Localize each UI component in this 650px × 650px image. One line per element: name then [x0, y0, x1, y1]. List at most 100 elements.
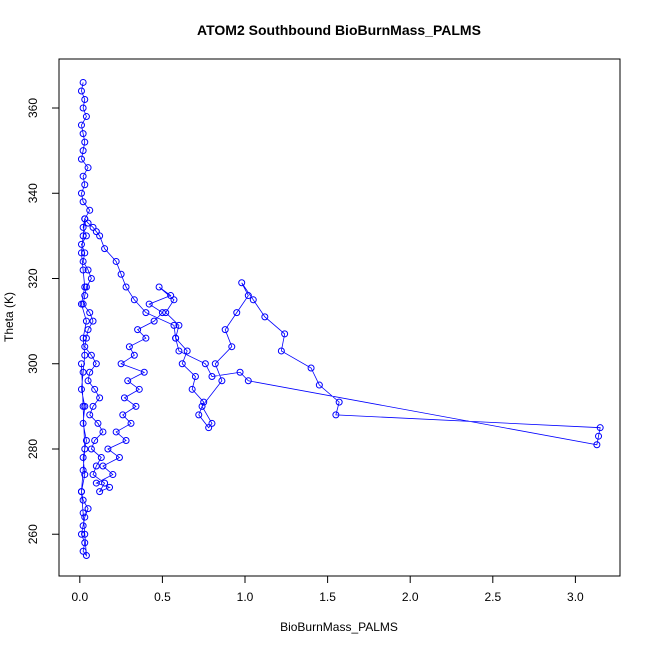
x-axis: 0.0 0.5 1.0 1.5 2.0 2.5 3.0 [71, 575, 584, 604]
data-point [77, 121, 85, 129]
y-tick-label: 360 [26, 98, 40, 118]
data-point [122, 283, 130, 291]
data-point [198, 402, 206, 410]
data-point [593, 441, 601, 449]
data-point [145, 300, 153, 308]
y-tick-label: 320 [26, 268, 40, 288]
data-point [104, 445, 112, 453]
data-point [87, 351, 95, 359]
data-point [99, 428, 107, 436]
data-point [142, 309, 150, 317]
data-point [84, 505, 92, 513]
data-point [122, 436, 130, 444]
data-point [119, 411, 127, 419]
y-tick-label: 280 [26, 439, 40, 459]
series-line [81, 82, 601, 557]
data-point [79, 78, 87, 86]
data-point [233, 309, 241, 317]
data-point [77, 530, 85, 538]
data-point [77, 385, 85, 393]
data-point [79, 257, 87, 265]
data-point [92, 360, 100, 368]
data-point [132, 402, 140, 410]
data-point [142, 334, 150, 342]
data-point [130, 296, 138, 304]
data-point [89, 402, 97, 410]
data-point [335, 398, 343, 406]
data-point [77, 360, 85, 368]
data-point [84, 219, 92, 227]
data-point [79, 509, 87, 517]
y-tick-label: 260 [26, 524, 40, 544]
data-point [84, 266, 92, 274]
data-point [200, 398, 208, 406]
y-axis: 260 280 300 320 340 360 [26, 98, 60, 544]
data-point [81, 539, 89, 547]
data-point [77, 300, 85, 308]
data-point [175, 321, 183, 329]
data-point [81, 292, 89, 300]
data-point [77, 87, 85, 95]
data-point [596, 424, 604, 432]
data-point [134, 326, 142, 334]
data-point [167, 292, 175, 300]
data-point [91, 385, 99, 393]
data-point [84, 326, 92, 334]
data-point [221, 326, 229, 334]
data-point [81, 351, 89, 359]
data-point [97, 454, 105, 462]
x-tick-label: 3.0 [567, 590, 584, 604]
data-point [112, 257, 120, 265]
data-point [595, 432, 603, 440]
data-point [249, 296, 257, 304]
data-point [205, 424, 213, 432]
data-point [79, 104, 87, 112]
data-point [117, 360, 125, 368]
data-point [135, 385, 143, 393]
data-point [201, 360, 209, 368]
x-tick-label: 0.5 [154, 590, 171, 604]
data-point [195, 411, 203, 419]
data-point [77, 240, 85, 248]
data-point [81, 95, 89, 103]
data-point [87, 275, 95, 283]
data-point [79, 223, 87, 231]
data-point [188, 385, 196, 393]
data-point [218, 377, 226, 385]
data-point [87, 445, 95, 453]
x-tick-label: 1.0 [237, 590, 254, 604]
data-point [79, 266, 87, 274]
data-point [101, 479, 109, 487]
data-point [82, 334, 90, 342]
data-point [79, 547, 87, 555]
data-point [82, 552, 90, 560]
data-point [170, 321, 178, 329]
data-point [79, 232, 87, 240]
data-point [228, 343, 236, 351]
data-point [92, 228, 100, 236]
data-point [150, 317, 158, 325]
data-point [89, 223, 97, 231]
data-point [86, 206, 94, 214]
data-point [101, 245, 109, 253]
data-point [236, 368, 244, 376]
data-point [172, 334, 180, 342]
data-point [79, 130, 87, 138]
x-tick-label: 1.5 [319, 590, 336, 604]
data-point [332, 411, 340, 419]
data-point [175, 347, 183, 355]
data-point [183, 347, 191, 355]
data-point [281, 330, 289, 338]
data-point [82, 317, 90, 325]
data-point [86, 411, 94, 419]
data-point [89, 317, 97, 325]
data-point [79, 147, 87, 155]
y-tick-label: 300 [26, 353, 40, 373]
data-point [79, 402, 87, 410]
data-point [92, 479, 100, 487]
data-point [81, 215, 89, 223]
data-point [162, 309, 170, 317]
data-point [261, 313, 269, 321]
series-layer [77, 78, 604, 560]
data-point [89, 471, 97, 479]
